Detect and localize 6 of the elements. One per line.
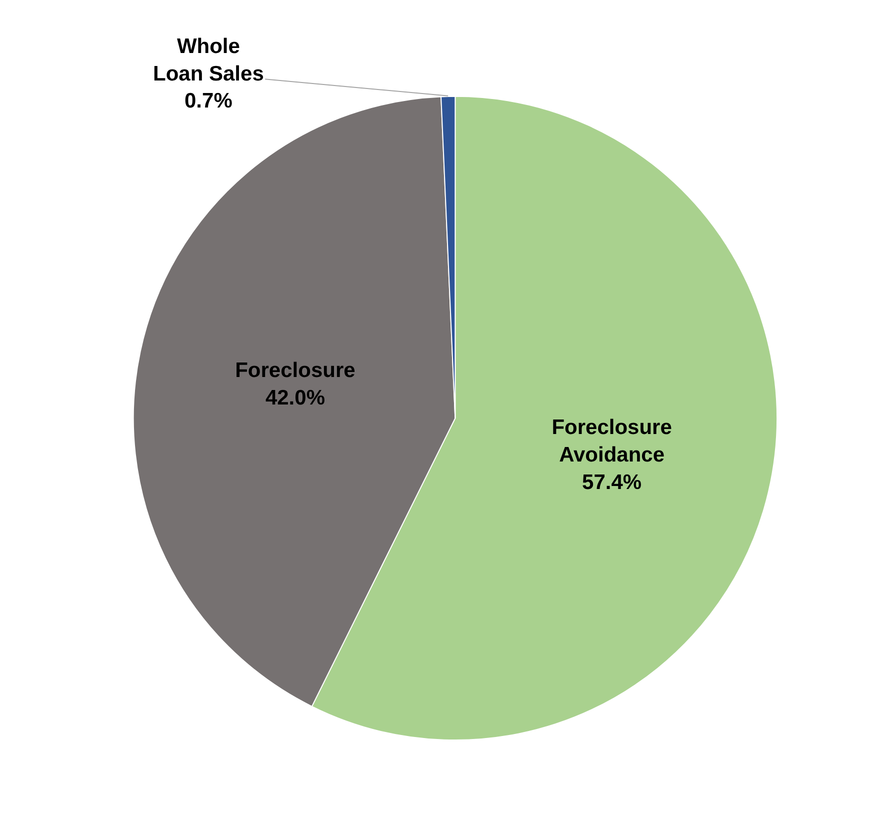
slice-label: Foreclosure	[235, 359, 356, 382]
slice-label: Foreclosure Avoidance	[552, 416, 672, 467]
data-label: 0.7%	[184, 90, 233, 113]
data-label: 42.0%	[265, 386, 326, 410]
data-label: 57.4%	[582, 470, 642, 494]
slice-label: Whole Loan Sales	[153, 35, 264, 86]
